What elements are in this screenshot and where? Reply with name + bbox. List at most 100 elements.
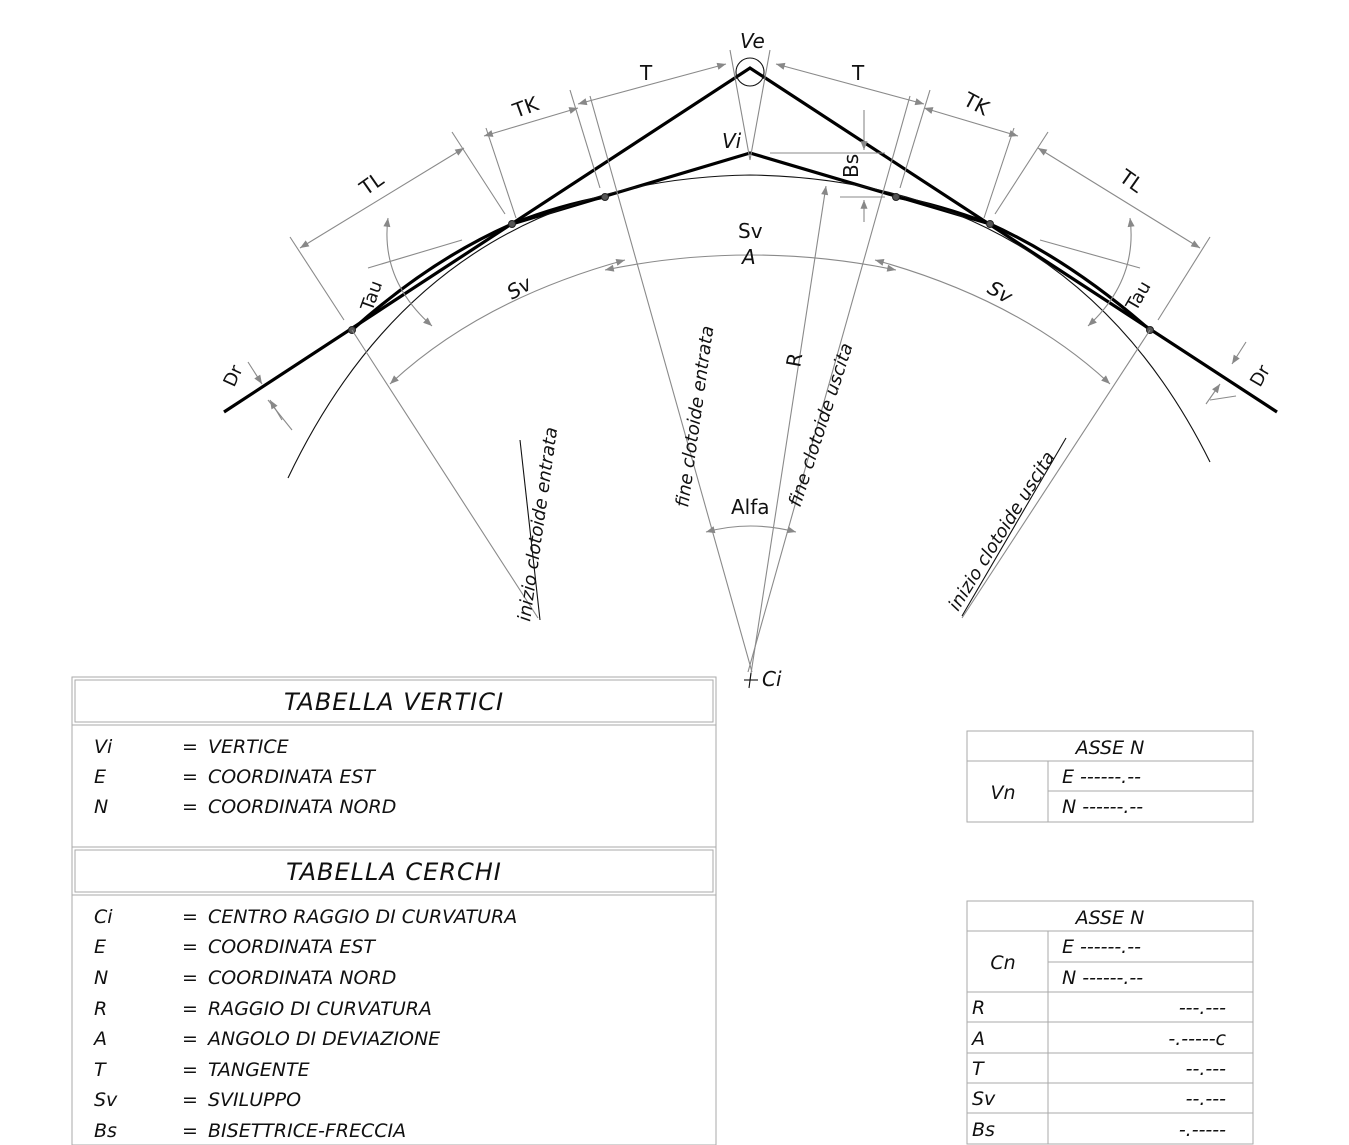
dr-ext-left bbox=[267, 399, 293, 431]
label-a: A bbox=[740, 245, 756, 269]
tc-row5-sym: T bbox=[94, 1059, 107, 1081]
ext-1 bbox=[289, 236, 345, 321]
point-tk-left bbox=[508, 220, 516, 228]
asse-vertice-frame bbox=[966, 730, 1254, 823]
tv-row2-eq: = bbox=[182, 796, 198, 818]
dim-dr-right-b bbox=[1205, 383, 1221, 405]
radial-inizio-entrata bbox=[351, 329, 539, 619]
dim-dr-left-a bbox=[247, 361, 263, 385]
label-alfa: Alfa bbox=[731, 495, 770, 519]
dim-tk-right bbox=[923, 107, 1019, 137]
radial-fine-entrata bbox=[589, 95, 753, 673]
label-bs: Bs bbox=[839, 154, 863, 178]
dim-sv-top bbox=[604, 254, 897, 272]
tc-row4-eq: = bbox=[182, 1028, 198, 1050]
tv-row2-desc: COORDINATA NORD bbox=[208, 796, 396, 818]
dr-ext-right bbox=[1209, 395, 1237, 401]
tc-row2-desc: COORDINATA NORD bbox=[208, 967, 396, 989]
dim-tl-left bbox=[299, 147, 465, 249]
tv-row1-eq: = bbox=[182, 766, 198, 788]
label-ve: Ve bbox=[740, 29, 765, 53]
label-tk-right: TK bbox=[959, 87, 994, 121]
label-fine-entrata: fine clotoide entrata bbox=[672, 324, 718, 508]
tc-row2-eq: = bbox=[182, 967, 198, 989]
point-tk-right bbox=[986, 220, 994, 228]
point-fine-entrata bbox=[601, 193, 609, 201]
tv-row1-desc: COORDINATA EST bbox=[208, 766, 376, 788]
asse-cerchio-title: ASSE N bbox=[1074, 907, 1145, 929]
dim-sv-right bbox=[874, 258, 1111, 385]
tv-row0-eq: = bbox=[182, 736, 198, 758]
ext-5 bbox=[1157, 236, 1211, 321]
tv-row2-sym: N bbox=[94, 796, 108, 818]
ci-cross-v bbox=[748, 672, 752, 689]
dim-tl-right bbox=[1037, 147, 1201, 249]
tc-row0-desc: CENTRO RAGGIO DI CURVATURA bbox=[208, 906, 517, 928]
tau-ext-left bbox=[367, 239, 463, 269]
asse-cerchio-label: Cn bbox=[990, 952, 1015, 974]
tv-row0-sym: Vi bbox=[94, 736, 113, 758]
asse-vertice-e: E ------.-- bbox=[1062, 766, 1141, 788]
label-tk-left: TK bbox=[509, 91, 543, 123]
tabella-vertici-title: TABELLA VERTICI bbox=[284, 688, 504, 716]
asse-cerchio-row2-key: T bbox=[972, 1058, 985, 1080]
clothoid-exit bbox=[895, 195, 1152, 332]
ext-8 bbox=[899, 89, 931, 189]
tc-row5-eq: = bbox=[182, 1059, 198, 1081]
asse-vertice-label: Vn bbox=[990, 782, 1015, 804]
tau-arc-left bbox=[383, 217, 433, 327]
tc-row3-sym: R bbox=[94, 998, 107, 1020]
ext-4 bbox=[569, 89, 601, 189]
tc-row0-sym: Ci bbox=[94, 906, 113, 928]
ext-7 bbox=[983, 127, 1015, 219]
dim-sv-left bbox=[389, 258, 626, 385]
label-r: R bbox=[781, 351, 807, 369]
label-inizio-uscita: inizio clotoide uscita bbox=[944, 448, 1059, 615]
tv-row1-sym: E bbox=[94, 766, 106, 788]
tc-row6-sym: Sv bbox=[94, 1089, 118, 1111]
asse-vertice-title: ASSE N bbox=[1074, 737, 1145, 759]
asse-cerchio-row1-value: -.-----c bbox=[1168, 1028, 1226, 1050]
label-vi: Vi bbox=[722, 129, 742, 153]
dim-tk-left bbox=[483, 107, 579, 137]
radial-inizio-uscita bbox=[961, 329, 1151, 619]
radial-ve bbox=[729, 49, 751, 161]
tc-row3-eq: = bbox=[182, 998, 198, 1020]
asse-cerchio-row3-key: Sv bbox=[972, 1088, 996, 1110]
tabella-cerchi-rows: Ci = CENTRO RAGGIO DI CURVATURA E = COOR… bbox=[92, 906, 517, 1142]
tc-row7-desc: BISETTRICE-FRECCIA bbox=[208, 1120, 406, 1142]
tabella-cerchi-title-box bbox=[74, 849, 714, 893]
asse-cerchio-n: N ------.-- bbox=[1062, 967, 1143, 989]
underline-inizio-entrata bbox=[519, 439, 541, 621]
tc-row1-sym: E bbox=[94, 936, 106, 958]
asse-cerchio-row4-value: -.----- bbox=[1179, 1119, 1226, 1141]
tc-row3-desc: RAGGIO DI CURVATURA bbox=[208, 998, 432, 1020]
label-tl-right: TL bbox=[1114, 164, 1148, 198]
underline-inizio-uscita bbox=[961, 437, 1067, 617]
tabella-vertici-title-box bbox=[74, 679, 714, 723]
asse-cerchio-row0-key: R bbox=[972, 997, 985, 1019]
tau-arc-right bbox=[1087, 217, 1135, 327]
dim-dr-left-b bbox=[269, 399, 283, 421]
tc-row7-eq: = bbox=[182, 1120, 198, 1142]
radial-fine-uscita bbox=[747, 95, 911, 673]
ext-2 bbox=[451, 131, 506, 215]
tc-row1-desc: COORDINATA EST bbox=[208, 936, 376, 958]
inner-polygon bbox=[511, 151, 991, 226]
label-sv-top: Sv bbox=[738, 219, 763, 243]
tc-row6-desc: SVILUPPO bbox=[208, 1089, 301, 1111]
ext-3 bbox=[485, 127, 517, 219]
label-dr-right: Dr bbox=[1246, 361, 1275, 390]
dim-alfa bbox=[705, 525, 797, 534]
label-sv-left: Sv bbox=[503, 271, 537, 305]
asse-cerchio-row4-key: Bs bbox=[972, 1119, 995, 1141]
ve-marker bbox=[735, 57, 765, 87]
tau-ext-right bbox=[1039, 239, 1141, 269]
asse-vertice-n: N ------.-- bbox=[1062, 796, 1143, 818]
tc-row5-desc: TANGENTE bbox=[208, 1059, 310, 1081]
label-t-right: T bbox=[851, 61, 865, 85]
tc-row1-eq: = bbox=[182, 936, 198, 958]
asse-cerchio-row3-value: --.--- bbox=[1186, 1088, 1226, 1110]
